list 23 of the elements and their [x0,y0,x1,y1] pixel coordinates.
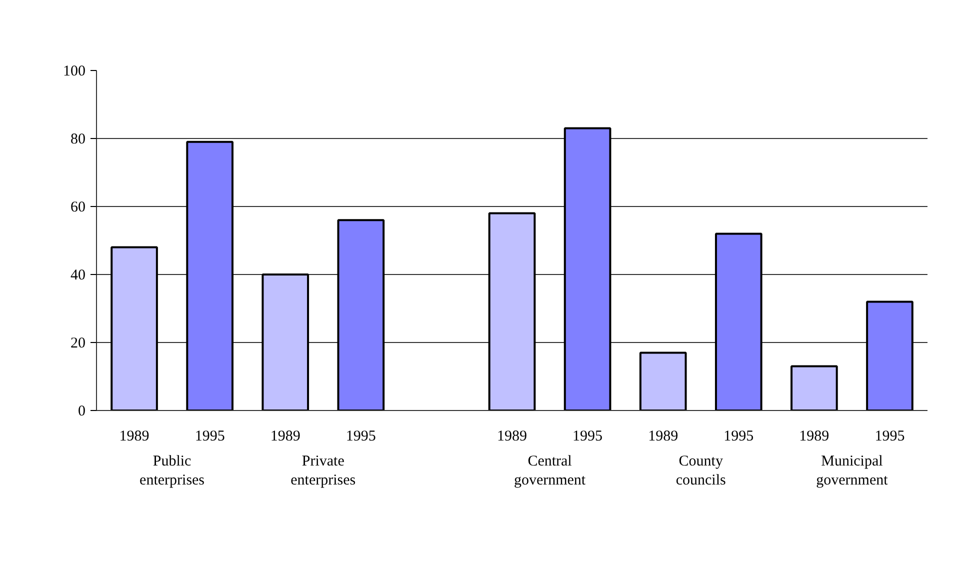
text: Municipal government [816,454,889,489]
x-tick-label: 1995 [572,428,603,444]
text: County councils [676,454,726,489]
x-tick-label: 1995 [346,428,376,444]
y-tick-label: 60 [70,200,86,216]
text: Central government [514,454,586,489]
x-tick-label: 1989 [270,428,300,444]
x-tick-label: 1989 [497,428,527,444]
text: Public enterprises [140,454,205,489]
y-tick-label: 0 [78,404,86,420]
x-tick-label: 1989 [648,428,678,444]
y-tick-label: 80 [70,132,86,148]
x-tick-label: 1995 [194,428,225,444]
y-tick-label: 40 [70,268,86,284]
bar [790,365,838,410]
x-tick-label: 1989 [799,428,830,444]
x-tick-label: 1995 [724,428,754,444]
y-tick-label: 20 [70,336,86,352]
x-tick-label: 1995 [874,428,905,444]
bar [639,352,687,410]
y-tick-label: 100 [63,64,86,80]
x-tick-label: 1989 [119,428,150,444]
text: Private enterprises [290,454,356,489]
